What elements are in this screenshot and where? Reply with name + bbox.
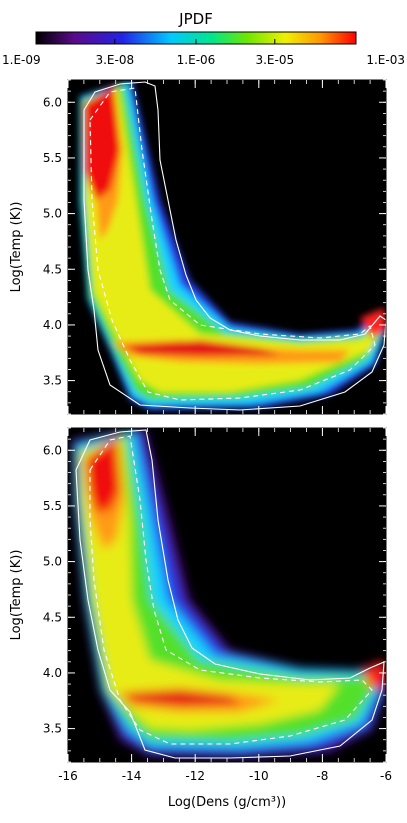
density-region-redblob-bottom [362, 660, 386, 690]
contours-top [83, 81, 387, 411]
x-tick-label: -10 [249, 769, 269, 783]
y-tick-label: 4.5 [43, 610, 62, 624]
y-tick-label: 6.0 [43, 443, 62, 457]
x-tick-label: -14 [122, 769, 142, 783]
colorbar: JPDF 1.E-09 3.E-08 1.E-06 3.E-05 1.E-03 [2, 10, 405, 67]
dashed-contour-top [89, 87, 376, 401]
density-region-red-top [84, 86, 120, 200]
y-tick-label: 5.0 [43, 555, 62, 569]
solid-contour-bottom [75, 429, 385, 759]
density-region-red-bottom [86, 438, 120, 512]
colorbar-tick-label: 1.E-06 [177, 53, 216, 67]
axis-ticks-top: 3.5 4.0 4.5 5.0 5.5 6.0 [43, 79, 387, 415]
density-region-red-band-bottom [124, 690, 240, 706]
y-tick-label: 5.5 [43, 151, 62, 165]
y-tick-label: 3.5 [43, 374, 62, 388]
x-tick-label: -16 [58, 769, 78, 783]
y-tick-label: 4.0 [43, 318, 62, 332]
density-region-yellow-top [84, 86, 378, 392]
x-tick-label: -6 [380, 769, 392, 783]
x-tick-label: -8 [316, 769, 328, 783]
density-region-yellow-bottom [80, 436, 340, 730]
y-axis-label-top: Log(Temp (K)) [9, 202, 24, 293]
colorbar-tick-label: 3.E-08 [95, 53, 134, 67]
colorbar-tick-label: 3.E-05 [255, 53, 294, 67]
y-tick-label: 6.0 [43, 95, 62, 109]
y-tick-label: 3.5 [43, 722, 62, 736]
density-region-red-band-top [125, 340, 280, 356]
heatmap-top [80, 80, 386, 410]
axis-ticks-bottom: 3.5 4.0 4.5 5.0 5.5 6.0 -16 -14 -12 -10 -8 -6 [43, 427, 392, 783]
colorbar-ticks: 1.E-09 3.E-08 1.E-06 3.E-05 1.E-03 [2, 39, 405, 67]
y-axis-label-bottom: Log(Temp (K)) [9, 550, 24, 641]
x-axis-label: Log(Dens (g/cm³)) [168, 795, 286, 810]
colorbar-tick-label: 1.E-09 [2, 53, 41, 67]
panel-top: 3.5 4.0 4.5 5.0 5.5 6.0 Log(Temp (K)) [9, 79, 387, 415]
density-region-redblob-top [360, 308, 386, 338]
dashed-contour-bottom [89, 435, 373, 745]
y-tick-label: 4.0 [43, 666, 62, 680]
y-tick-label: 5.5 [43, 499, 62, 513]
y-tick-label: 5.0 [43, 207, 62, 221]
panel-bottom: 3.5 4.0 4.5 5.0 5.5 6.0 -16 -14 -12 -10 -8 -6 Log(T… [9, 427, 392, 810]
contours-bottom [75, 429, 385, 759]
heatmap-bottom [72, 428, 386, 758]
x-tick-label: -12 [185, 769, 205, 783]
colorbar-title: JPDF [178, 10, 213, 28]
solid-contour-top [83, 81, 387, 411]
y-tick-label: 4.5 [43, 262, 62, 276]
colorbar-tick-label: 1.E-03 [366, 53, 405, 67]
